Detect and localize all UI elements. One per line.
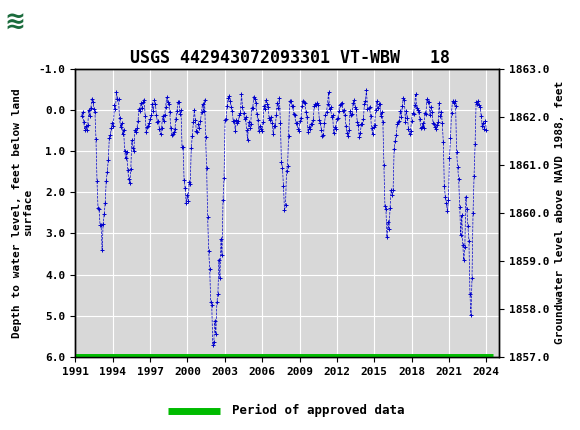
Text: Period of approved data: Period of approved data: [232, 404, 404, 417]
Text: ≋: ≋: [5, 11, 26, 34]
Bar: [3, 3, 72, 42]
Text: USGS 442943072093301 VT-WBW   18: USGS 442943072093301 VT-WBW 18: [130, 49, 450, 67]
Text: USGS: USGS: [38, 14, 93, 31]
Y-axis label: Groundwater level above NAVD 1988, feet: Groundwater level above NAVD 1988, feet: [554, 81, 564, 344]
Y-axis label: Depth to water level, feet below land
surface: Depth to water level, feet below land su…: [12, 88, 33, 338]
